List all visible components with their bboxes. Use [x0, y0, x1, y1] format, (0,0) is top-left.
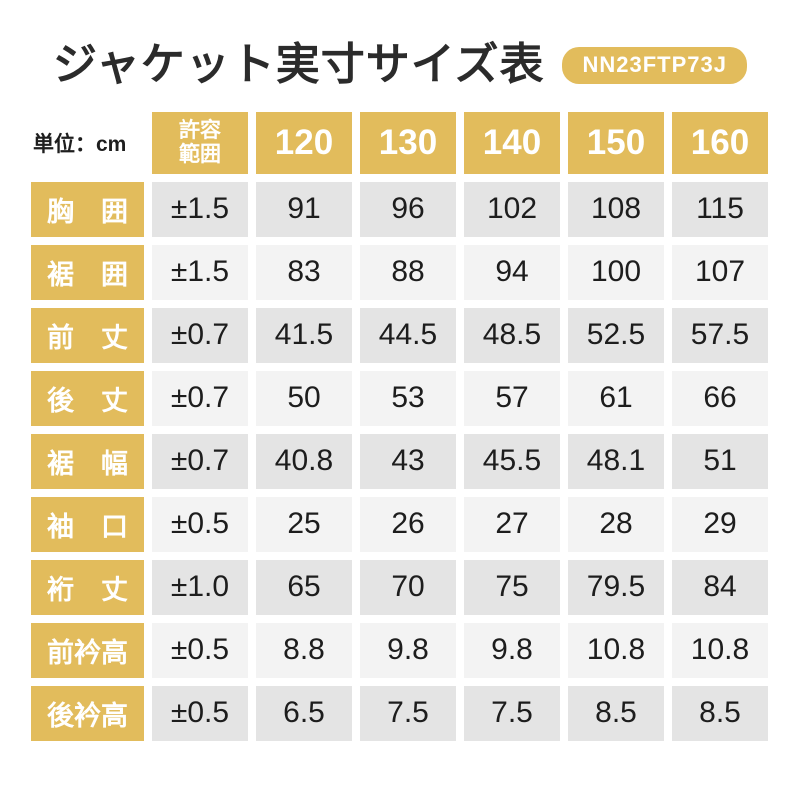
value-cell: 57	[464, 370, 560, 426]
size-header-cell: 130	[360, 111, 456, 174]
tolerance-cell: ±1.5	[152, 181, 248, 237]
value-cell: 9.8	[464, 622, 560, 678]
value-cell: 10.8	[672, 622, 768, 678]
row-label-cell: 裾 囲	[31, 244, 144, 300]
value-cell: 57.5	[672, 307, 768, 363]
row-label-cell: 裄 丈	[31, 559, 144, 615]
product-code-badge: NN23FTP73J	[562, 46, 747, 84]
tolerance-cell: ±0.7	[152, 370, 248, 426]
value-cell: 29	[672, 496, 768, 552]
value-cell: 41.5	[256, 307, 352, 363]
value-cell: 61	[568, 370, 664, 426]
value-cell: 48.1	[568, 433, 664, 489]
value-cell: 115	[672, 181, 768, 237]
value-cell: 94	[464, 244, 560, 300]
value-cell: 108	[568, 181, 664, 237]
value-cell: 88	[360, 244, 456, 300]
tolerance-cell: ±1.5	[152, 244, 248, 300]
value-cell: 53	[360, 370, 456, 426]
value-cell: 43	[360, 433, 456, 489]
value-cell: 28	[568, 496, 664, 552]
size-header-cell: 120	[256, 111, 352, 174]
tolerance-cell: ±0.5	[152, 496, 248, 552]
value-cell: 7.5	[464, 685, 560, 741]
value-cell: 7.5	[360, 685, 456, 741]
value-cell: 50	[256, 370, 352, 426]
value-cell: 45.5	[464, 433, 560, 489]
size-header-cell: 160	[672, 111, 768, 174]
value-cell: 79.5	[568, 559, 664, 615]
row-label-cell: 前衿高	[31, 622, 144, 678]
tolerance-cell: ±1.0	[152, 559, 248, 615]
size-chart-page: ジャケット実寸サイズ表 NN23FTP73J 単位：cm 許容 範囲 120 130 1…	[0, 0, 800, 741]
value-cell: 102	[464, 181, 560, 237]
value-cell: 66	[672, 370, 768, 426]
value-cell: 6.5	[256, 685, 352, 741]
page-title: ジャケット実寸サイズ表	[53, 40, 545, 89]
value-cell: 51	[672, 433, 768, 489]
tolerance-cell: ±0.5	[152, 685, 248, 741]
row-label-cell: 胸 囲	[31, 181, 144, 237]
value-cell: 65	[256, 559, 352, 615]
size-header-cell: 140	[464, 111, 560, 174]
value-cell: 9.8	[360, 622, 456, 678]
value-cell: 96	[360, 181, 456, 237]
title-row: ジャケット実寸サイズ表 NN23FTP73J	[0, 0, 800, 91]
tolerance-header-cell: 許容 範囲	[152, 111, 248, 174]
unit-label: 単位：cm	[31, 111, 144, 174]
value-cell: 8.5	[568, 685, 664, 741]
tolerance-cell: ±0.7	[152, 307, 248, 363]
value-cell: 48.5	[464, 307, 560, 363]
tolerance-cell: ±0.7	[152, 433, 248, 489]
value-cell: 52.5	[568, 307, 664, 363]
value-cell: 83	[256, 244, 352, 300]
value-cell: 84	[672, 559, 768, 615]
value-cell: 10.8	[568, 622, 664, 678]
value-cell: 40.8	[256, 433, 352, 489]
value-cell: 75	[464, 559, 560, 615]
value-cell: 25	[256, 496, 352, 552]
row-label-cell: 前 丈	[31, 307, 144, 363]
value-cell: 27	[464, 496, 560, 552]
row-label-cell: 後衿高	[31, 685, 144, 741]
value-cell: 8.5	[672, 685, 768, 741]
tolerance-cell: ±0.5	[152, 622, 248, 678]
row-label-cell: 後 丈	[31, 370, 144, 426]
value-cell: 70	[360, 559, 456, 615]
row-label-cell: 袖 口	[31, 496, 144, 552]
value-cell: 8.8	[256, 622, 352, 678]
value-cell: 26	[360, 496, 456, 552]
value-cell: 44.5	[360, 307, 456, 363]
value-cell: 107	[672, 244, 768, 300]
value-cell: 91	[256, 181, 352, 237]
value-cell: 100	[568, 244, 664, 300]
size-table: 単位：cm 許容 範囲 120 130 140 150 160 胸 囲 ±1.5 91 96 102 1…	[31, 111, 768, 741]
size-header-cell: 150	[568, 111, 664, 174]
row-label-cell: 裾 幅	[31, 433, 144, 489]
